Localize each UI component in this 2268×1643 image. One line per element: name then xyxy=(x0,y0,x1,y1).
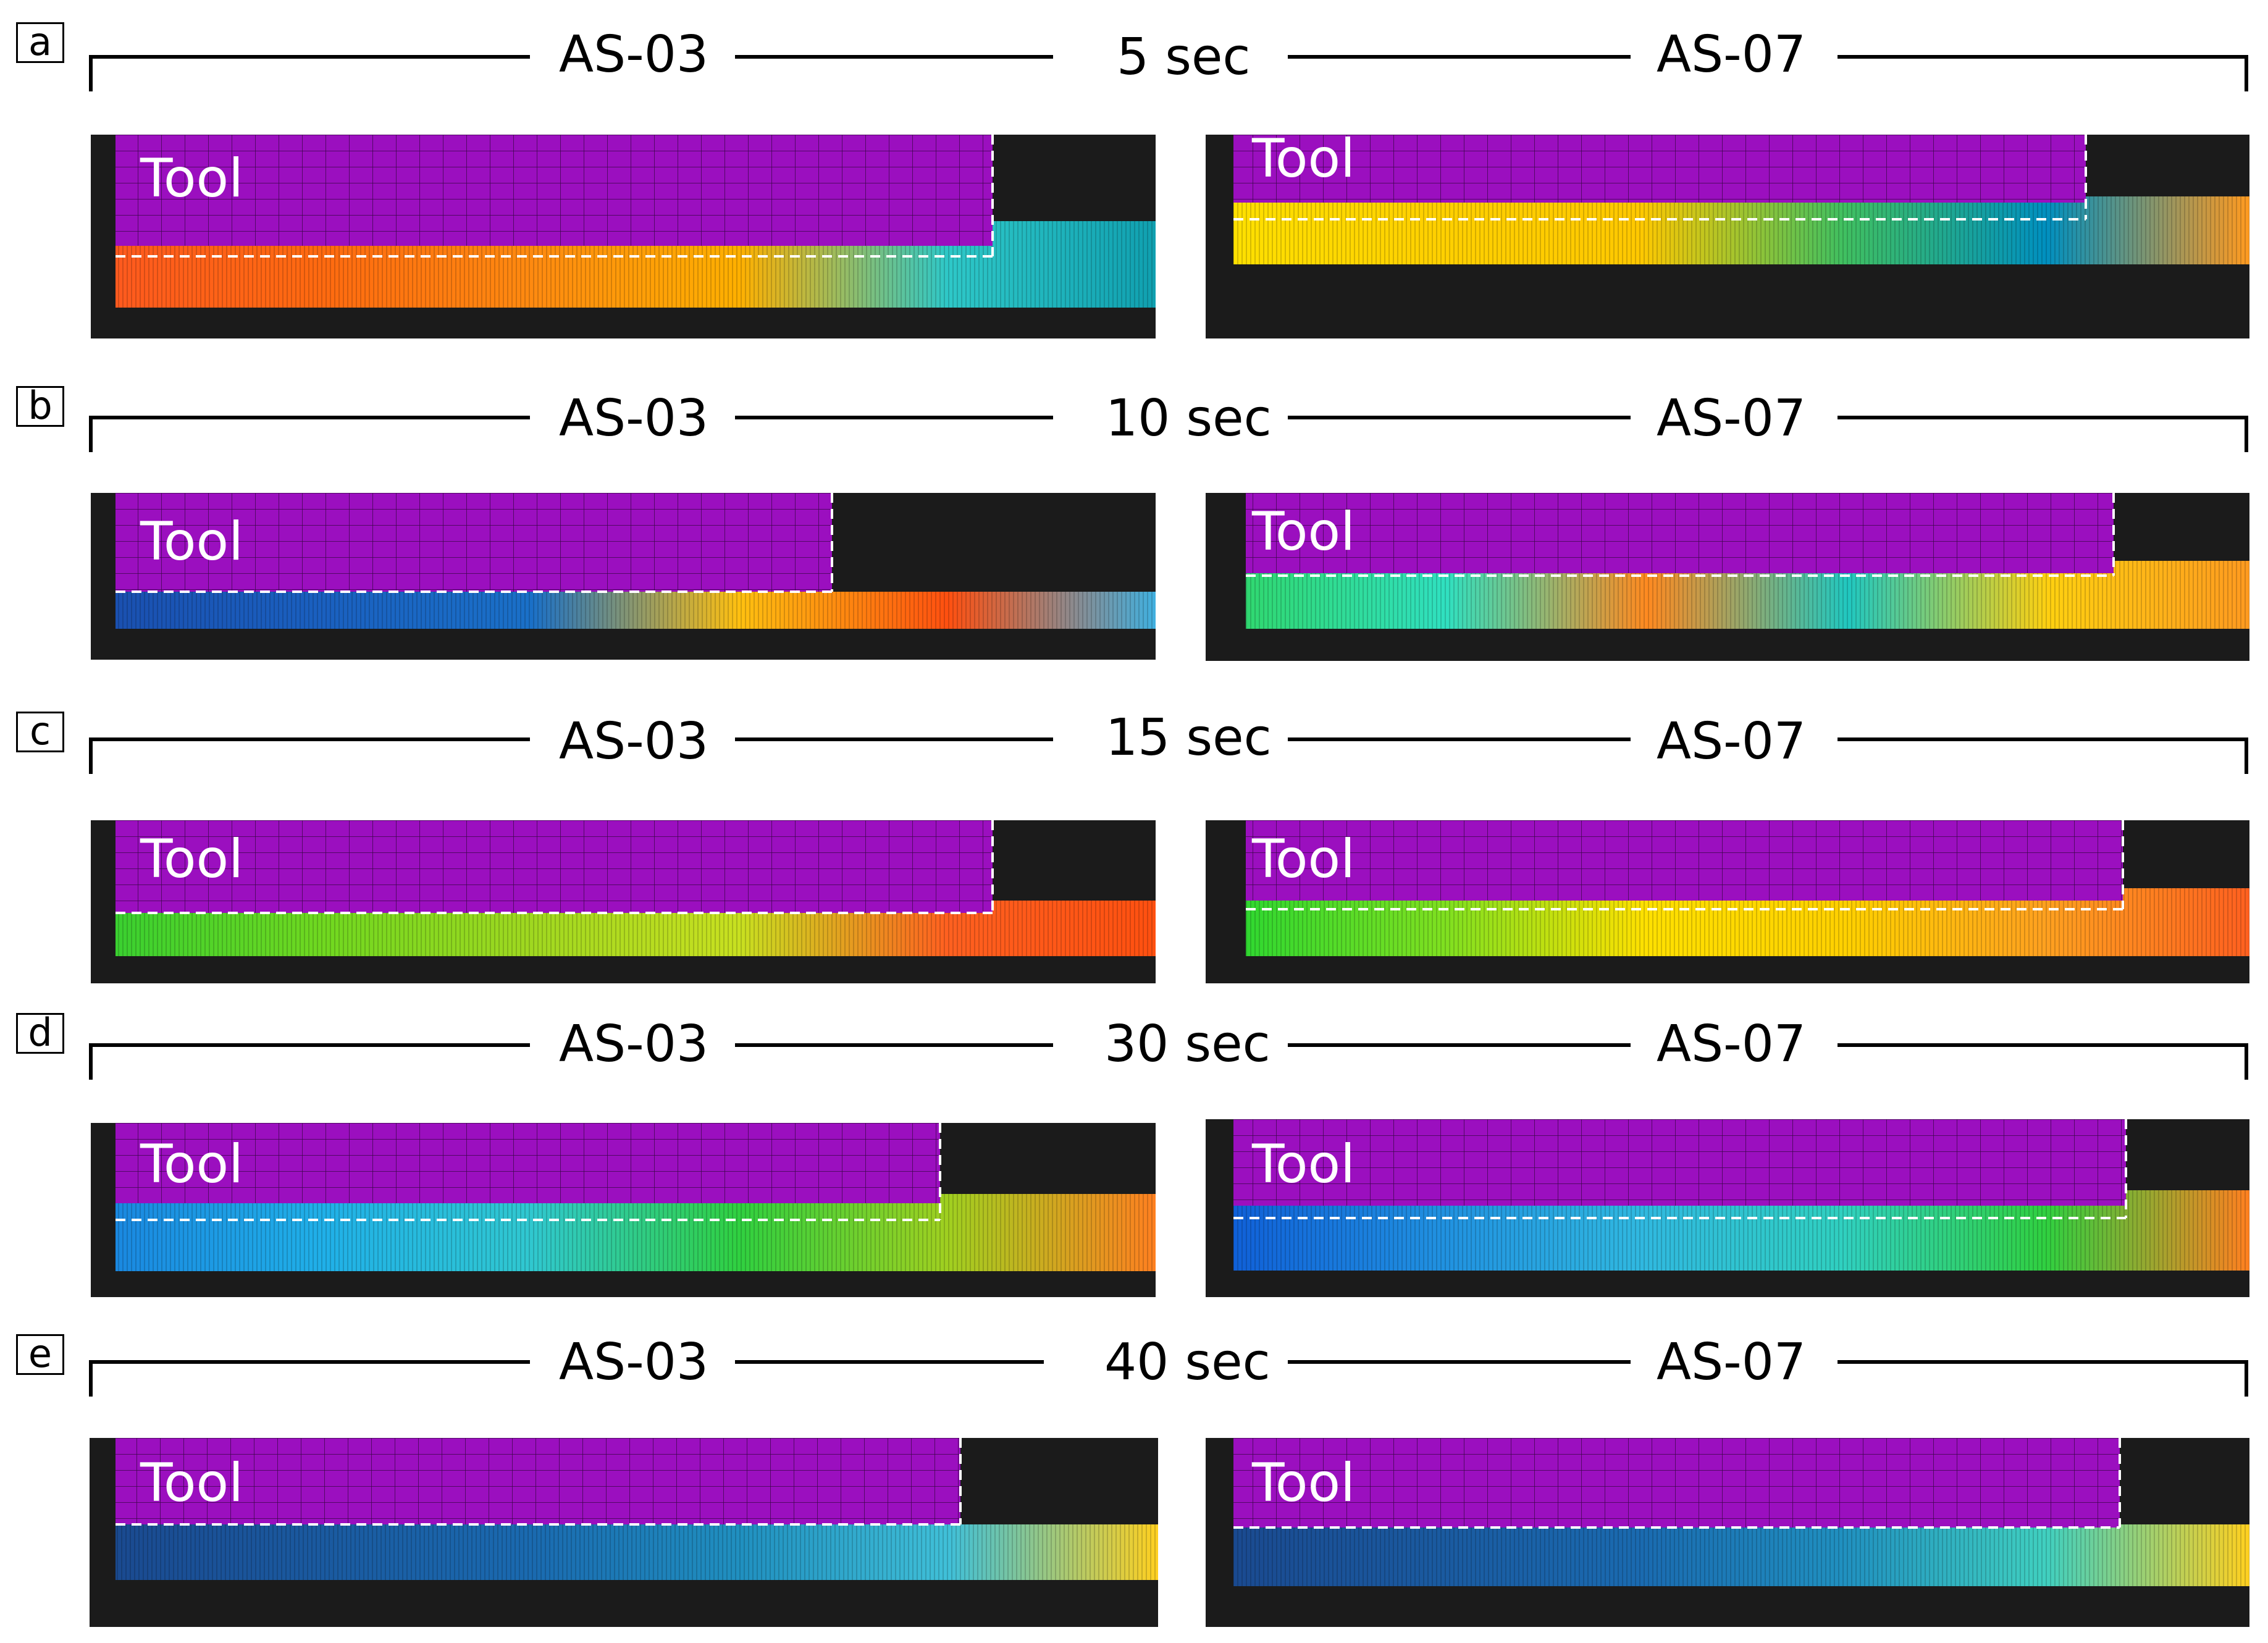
row-a-left-label: AS-03 xyxy=(559,25,709,84)
flow-vectors xyxy=(116,1524,1158,1580)
row-e-time: 40 sec xyxy=(1104,1333,1270,1392)
panel-graphic xyxy=(116,820,1156,956)
tool-label: Tool xyxy=(140,828,244,890)
panel-c-as07: Tool xyxy=(1206,820,2249,983)
row-b-time: 10 sec xyxy=(1106,389,1272,448)
row-e-right-label: AS-07 xyxy=(1657,1333,1807,1392)
panel-c-as03: Tool xyxy=(91,820,1156,983)
row-a-right-label: AS-07 xyxy=(1657,25,1807,84)
row-c-right-label: AS-07 xyxy=(1657,712,1807,771)
row-c-time: 15 sec xyxy=(1106,708,1272,767)
tool-label: Tool xyxy=(1252,501,1356,563)
tool-mesh xyxy=(1246,493,2114,573)
row-d-right-label: AS-07 xyxy=(1657,1015,1807,1074)
row-letter-c: c xyxy=(16,712,64,752)
flow-vectors xyxy=(116,592,1156,629)
dashed-boundary xyxy=(116,1438,962,1526)
tool-mesh xyxy=(116,135,993,246)
row-c-left-label: AS-03 xyxy=(559,712,709,771)
dashed-boundary xyxy=(116,1123,941,1221)
panel-e-as03: Tool xyxy=(90,1438,1158,1627)
row-d-time: 30 sec xyxy=(1104,1015,1270,1074)
flow-vectors xyxy=(1233,1524,2249,1586)
tool-mesh xyxy=(116,820,993,913)
row-a-time: 5 sec xyxy=(1117,28,1251,86)
row-letter-a: a xyxy=(16,22,64,63)
tool-mesh xyxy=(116,1123,940,1203)
row-letter-d: d xyxy=(16,1013,64,1054)
panel-graphic xyxy=(1233,135,2249,264)
panel-graphic xyxy=(116,1123,1156,1271)
tool-label: Tool xyxy=(140,1133,244,1195)
panel-d-as03: Tool xyxy=(91,1123,1156,1297)
dashed-boundary xyxy=(1233,1119,2127,1219)
tool-mesh xyxy=(1233,1438,2120,1527)
row-letter-b: b xyxy=(16,386,64,427)
row-b-right-label: AS-07 xyxy=(1657,389,1807,448)
panel-graphic xyxy=(1233,1438,2249,1586)
panel-graphic xyxy=(116,135,1156,308)
dashed-boundary xyxy=(1233,1438,2121,1529)
row-d-left-label: AS-03 xyxy=(559,1015,709,1074)
dashed-boundary xyxy=(116,820,994,914)
row-e-left-label: AS-03 xyxy=(559,1333,709,1392)
panel-a-as03: Tool xyxy=(91,135,1156,338)
panel-e-as07: Tool xyxy=(1206,1438,2249,1627)
tool-label: Tool xyxy=(1252,1133,1356,1195)
row-b-left-label: AS-03 xyxy=(559,389,709,448)
panel-graphic xyxy=(1246,820,2249,956)
panel-b-as07: Tool xyxy=(1206,493,2249,661)
panel-graphic xyxy=(1246,493,2249,629)
panel-graphic xyxy=(116,493,1156,629)
dashed-boundary xyxy=(1246,820,2124,910)
tool-label: Tool xyxy=(1252,1452,1356,1514)
tool-mesh xyxy=(116,1438,960,1524)
panel-a-as07: Tool xyxy=(1206,135,2249,338)
tool-label: Tool xyxy=(1252,135,1356,190)
panel-graphic xyxy=(116,1438,1158,1580)
tool-mesh xyxy=(116,493,832,592)
tool-label: Tool xyxy=(140,511,244,573)
tool-label: Tool xyxy=(140,148,244,209)
tool-mesh xyxy=(1233,1119,2126,1206)
tool-mesh xyxy=(1233,135,2086,203)
dashed-boundary xyxy=(116,135,994,258)
tool-label: Tool xyxy=(1252,828,1356,890)
dashed-boundary xyxy=(1233,135,2087,221)
tool-mesh xyxy=(1246,820,2123,901)
dashed-boundary xyxy=(116,493,833,593)
flow-vectors xyxy=(116,1194,1156,1271)
dashed-boundary xyxy=(1246,493,2115,577)
panel-b-as03: Tool xyxy=(91,493,1156,660)
panel-graphic xyxy=(1233,1119,2249,1271)
tool-label: Tool xyxy=(140,1452,244,1514)
row-letter-e: e xyxy=(16,1334,64,1375)
flow-vectors xyxy=(1233,196,2249,264)
panel-d-as07: Tool xyxy=(1206,1119,2249,1297)
